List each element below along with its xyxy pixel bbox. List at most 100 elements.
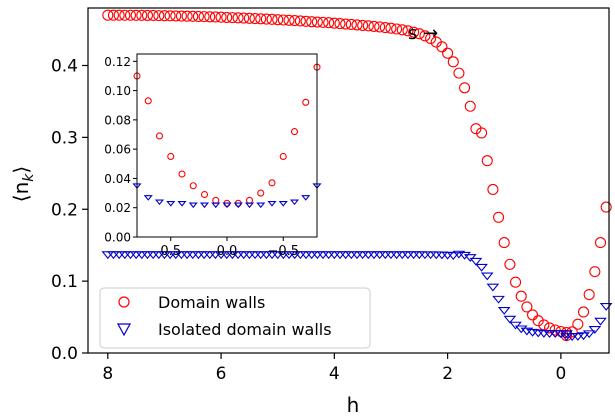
main-point-domain-walls [379, 21, 391, 34]
main-point-domain-walls [221, 11, 233, 23]
main-x-tick-label: 4 [329, 364, 340, 384]
main-point-isolated-domain-walls [469, 257, 483, 266]
main-point-domain-walls [209, 11, 221, 23]
inset-point-isolated-domain-walls [154, 199, 165, 206]
inset-x-tick-label: 0.5 [160, 244, 181, 259]
main-point-domain-walls [402, 25, 414, 37]
inset-point-domain-walls [155, 132, 164, 140]
main-point-domain-walls [266, 13, 278, 25]
inset-y-tick-label: 0.10 [104, 84, 131, 98]
main-point-isolated-domain-walls [497, 306, 511, 315]
inset-point-isolated-domain-walls [188, 202, 198, 209]
main-point-domain-walls [130, 9, 142, 21]
main-point-domain-walls [283, 14, 295, 26]
inset-x-ticks: 0.5 0.0 −0.5 [160, 237, 299, 259]
inset-y-tick-label: 0.02 [104, 201, 131, 215]
main-point-isolated-domain-walls [446, 252, 460, 261]
main-point-domain-walls [493, 211, 505, 223]
main-point-domain-walls [277, 14, 289, 26]
main-point-domain-walls [192, 10, 204, 23]
main-point-domain-walls [600, 201, 612, 213]
main-point-domain-walls [385, 22, 397, 34]
main-point-domain-walls [124, 9, 137, 21]
main-point-domain-walls [543, 322, 556, 334]
inset-y-tick-label: 0.06 [104, 143, 131, 157]
main-point-domain-walls [243, 12, 255, 24]
inset-point-domain-walls [189, 182, 197, 190]
main-point-domain-walls [300, 15, 312, 27]
main-chart: 8 6 4 2 0 0.0 0.1 0.2 0.3 0.4 h ⟨nk⟩ s → [9, 7, 613, 417]
inset-y-tick-label: 0.08 [104, 113, 131, 127]
main-point-domain-walls [487, 183, 499, 196]
inset-point-isolated-domain-walls [244, 202, 255, 209]
inset-point-isolated-domain-walls [177, 201, 187, 207]
legend-marker-domain-walls [118, 296, 130, 308]
main-point-isolated-domain-walls [503, 315, 517, 324]
inset-chart: 0.5 0.0 −0.5 0.00 0.02 0.04 0.06 0.08 0.10 0.12 [104, 53, 322, 259]
main-point-domain-walls [470, 123, 482, 135]
main-y-ticks: 0.0 0.1 0.2 0.3 0.4 [51, 57, 88, 364]
inset-point-domain-walls [302, 98, 310, 106]
main-point-domain-walls [396, 24, 408, 36]
main-point-domain-walls [413, 28, 425, 40]
main-point-domain-walls [328, 17, 340, 29]
main-point-domain-walls [504, 258, 516, 270]
main-point-domain-walls [181, 10, 193, 22]
x-axis-label: h [347, 393, 360, 417]
main-series-domain-walls [102, 9, 612, 342]
main-point-domain-walls [357, 19, 369, 31]
main-point-domain-walls [453, 67, 465, 79]
main-point-domain-walls [374, 21, 386, 33]
inset-point-isolated-domain-walls [267, 201, 277, 207]
direction-annotation: s → [408, 23, 438, 44]
main-point-domain-walls [323, 17, 335, 29]
inset-y-tick-label: 0.00 [104, 231, 131, 245]
inset-y-tick-label: 0.12 [104, 55, 131, 69]
main-point-domain-walls [572, 318, 584, 330]
main-point-isolated-domain-walls [475, 263, 488, 272]
main-point-domain-walls [102, 9, 114, 21]
main-point-domain-walls [583, 289, 595, 301]
main-point-domain-walls [391, 23, 403, 35]
main-point-domain-walls [408, 26, 420, 38]
main-point-domain-walls [577, 306, 590, 318]
main-point-domain-walls [136, 9, 148, 21]
inset-point-isolated-domain-walls [301, 195, 311, 201]
legend-label-domain-walls: Domain walls [158, 293, 265, 312]
main-point-domain-walls [153, 10, 165, 22]
main-point-domain-walls [187, 10, 199, 22]
main-point-domain-walls [345, 18, 357, 31]
inset-series-isolated-domain-walls [132, 183, 322, 209]
main-point-domain-walls [340, 18, 352, 30]
main-point-domain-walls [175, 10, 187, 22]
main-point-isolated-domain-walls [458, 251, 471, 260]
main-point-domain-walls [226, 12, 238, 24]
main-point-domain-walls [589, 266, 601, 278]
main-point-isolated-domain-walls [577, 332, 590, 341]
main-point-domain-walls [255, 13, 267, 25]
y-axis-label: ⟨nk⟩ [9, 166, 37, 202]
main-point-isolated-domain-walls [588, 326, 602, 334]
legend-marker-isolated-domain-walls [116, 323, 132, 337]
legend-label-isolated-domain-walls: Isolated domain walls [158, 320, 332, 339]
main-point-domain-walls [238, 12, 250, 24]
main-point-domain-walls [447, 56, 459, 68]
main-point-domain-walls [464, 100, 476, 112]
main-point-domain-walls [289, 15, 301, 27]
main-point-domain-walls [425, 32, 437, 45]
main-point-domain-walls [294, 15, 306, 27]
inset-point-domain-walls [279, 152, 287, 161]
main-y-tick-label: 0.4 [51, 57, 78, 77]
main-point-domain-walls [334, 18, 346, 30]
main-point-domain-walls [362, 20, 374, 32]
inset-y-ticks: 0.00 0.02 0.04 0.06 0.08 0.10 0.12 [104, 55, 137, 245]
main-point-domain-walls [249, 13, 261, 25]
inset-point-isolated-domain-walls [289, 199, 300, 206]
main-y-tick-label: 0.1 [51, 272, 78, 292]
inset-point-domain-walls [167, 152, 175, 161]
inset-point-isolated-domain-walls [233, 202, 243, 209]
legend: Domain walls Isolated domain walls [99, 287, 371, 349]
main-point-domain-walls [198, 11, 210, 23]
main-point-domain-walls [419, 30, 431, 42]
